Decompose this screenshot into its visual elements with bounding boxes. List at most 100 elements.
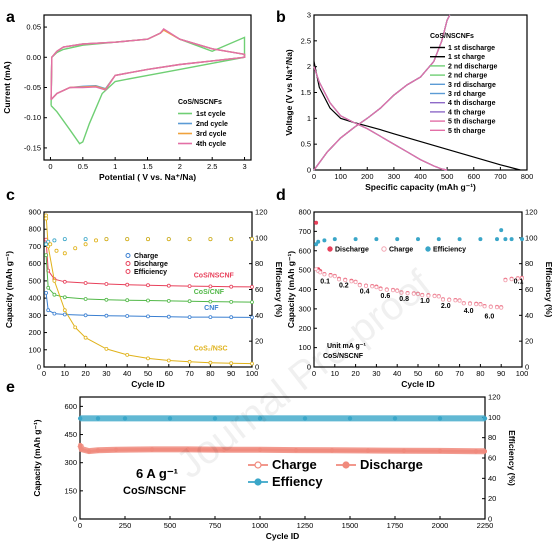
y-tick-label: 2.5 — [301, 36, 311, 45]
capacity-point — [62, 308, 67, 313]
capacity-point — [125, 352, 130, 357]
x-tick-label: 0 — [48, 162, 52, 171]
legend-marker — [254, 461, 262, 469]
y-tick-label: 200 — [28, 328, 41, 337]
y-tick-label: 900 — [28, 208, 41, 217]
series-annotation: CoS/CNF — [194, 289, 225, 296]
x-tick-label: 0 — [312, 172, 316, 181]
capacity-point — [187, 299, 192, 304]
capacity-point — [229, 299, 234, 304]
efficiency-point — [229, 237, 234, 242]
efficiency-point — [353, 237, 358, 242]
rate-label: 0.6 — [381, 293, 391, 300]
efficiency-point — [187, 237, 192, 242]
y-tick-label: 450 — [64, 430, 77, 439]
capacity-point — [478, 302, 483, 307]
efficiency-point — [509, 237, 514, 242]
panel-b-charge-discharge-plot: 0 100 200 300 400 500 600 700 800 0 0.5 1 1.5 2 2.5 3 Sp… — [284, 11, 533, 193]
capacity-point — [293, 448, 298, 453]
y2-tick-label: 20 — [255, 337, 263, 346]
x-tick-label: 500 — [164, 521, 177, 530]
y2-tick-label: 120 — [488, 393, 501, 402]
capacity-point — [257, 447, 262, 452]
capacity-point — [166, 283, 171, 288]
x-tick-label: 40 — [393, 369, 401, 378]
x-axis-label: Cycle ID — [266, 531, 300, 541]
legend-label: Discharge — [360, 457, 423, 472]
capacity-point — [405, 291, 410, 296]
x-tick-label: 1.5 — [142, 162, 152, 171]
capacity-point — [520, 276, 525, 281]
y-tick-label: 700 — [28, 242, 41, 251]
capacity-point — [461, 301, 466, 306]
capacity-point — [482, 304, 487, 309]
capacity-point — [73, 325, 78, 330]
efficiency-point — [167, 416, 173, 421]
legend-label: 5 th discharge — [448, 119, 496, 126]
capacity-point — [114, 447, 119, 452]
capacity-point — [166, 314, 171, 319]
legend-label: Discharge — [134, 261, 168, 268]
x-tick-label: 100 — [246, 369, 259, 378]
panel-letter-a: a — [6, 9, 15, 26]
y-tick-label: 0 — [307, 363, 311, 372]
x-tick-label: 30 — [102, 369, 110, 378]
x-tick-label: 750 — [209, 521, 222, 530]
y2-tick-label: 20 — [525, 337, 533, 346]
efficiency-point — [257, 416, 263, 421]
rate-note: 6 A g⁻¹ — [136, 466, 178, 481]
capacity-point — [149, 447, 154, 452]
x-tick-label: 10 — [61, 369, 69, 378]
capacity-point — [432, 294, 437, 299]
y-tick-label: 3 — [307, 11, 311, 20]
capacity-point — [104, 297, 109, 302]
y2-tick-label: 120 — [255, 208, 268, 217]
efficiency-point — [77, 416, 83, 421]
x-tick-label: 40 — [123, 369, 131, 378]
efficiency-point — [494, 237, 499, 242]
efficiency-point — [332, 237, 337, 242]
efficiency-point — [392, 416, 398, 421]
capacity-point — [332, 274, 337, 279]
efficiency-point — [347, 416, 353, 421]
capacity-point — [411, 291, 416, 296]
capacity-point — [399, 290, 404, 295]
capacity-point — [125, 314, 130, 318]
capacity-point — [83, 313, 88, 318]
legend-title: CoS/NSCNFs — [178, 99, 222, 106]
y-tick-label: 0.00 — [26, 53, 41, 62]
y-tick-label: 400 — [298, 285, 311, 294]
y-tick-label: 0 — [73, 515, 77, 524]
capacity-point — [467, 301, 472, 306]
x-tick-label: 10 — [331, 369, 339, 378]
x-tick-label: 0 — [78, 521, 82, 530]
capacity-point — [482, 449, 487, 454]
y-tick-label: 600 — [64, 402, 77, 411]
x-tick-label: 2250 — [477, 521, 494, 530]
capacity-point — [250, 361, 254, 366]
capacity-point — [187, 359, 192, 364]
capacity-point — [499, 305, 504, 310]
legend-label: Effiency — [272, 474, 323, 489]
y-axis-label: Current (mA) — [2, 61, 12, 114]
legend-label: 1 st charge — [448, 54, 485, 61]
x-tick-label: 2000 — [432, 521, 449, 530]
y2-axis-label: Efficiency (%) — [544, 262, 554, 318]
rate-label: 4.0 — [464, 308, 474, 315]
efficiency-point — [395, 237, 400, 242]
y2-tick-label: 60 — [525, 285, 533, 294]
y2-tick-label: 40 — [255, 311, 263, 320]
efficiency-point — [62, 251, 67, 256]
capacity-point — [365, 448, 370, 453]
panel-a-cv-plot: 0 0.5 1 1.5 2 2.5 3 -0.15 -0.10 -0.05 0.00 0.05 Pote… — [2, 14, 252, 182]
capacity-point — [87, 449, 92, 454]
panel-c-cycling-plot: 0 10 20 30 40 50 60 70 80 90 100010020030040050060… — [4, 208, 284, 390]
x-tick-label: 2.5 — [207, 162, 217, 171]
capacity-point — [374, 285, 379, 290]
capacity-point — [187, 284, 192, 289]
legend-label: Charge — [272, 457, 317, 472]
efficiency-point — [94, 238, 99, 243]
sample-label: CoS/NSCNF — [123, 485, 186, 497]
y-axis-label: Capacity (mAh g⁻¹) — [4, 251, 14, 328]
capacity-point — [515, 276, 520, 281]
